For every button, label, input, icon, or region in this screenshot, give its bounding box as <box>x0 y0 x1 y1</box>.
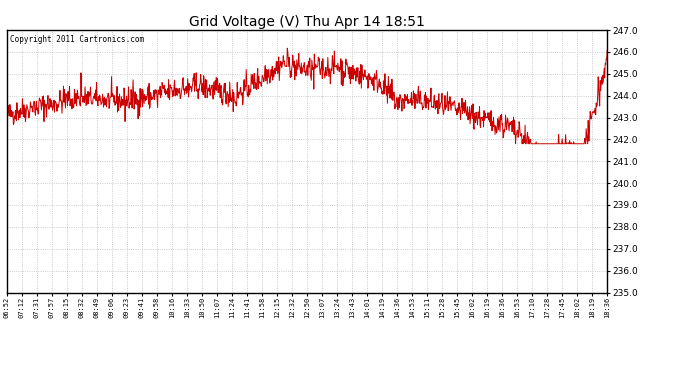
Title: Grid Voltage (V) Thu Apr 14 18:51: Grid Voltage (V) Thu Apr 14 18:51 <box>189 15 425 29</box>
Text: Copyright 2011 Cartronics.com: Copyright 2011 Cartronics.com <box>10 35 144 44</box>
